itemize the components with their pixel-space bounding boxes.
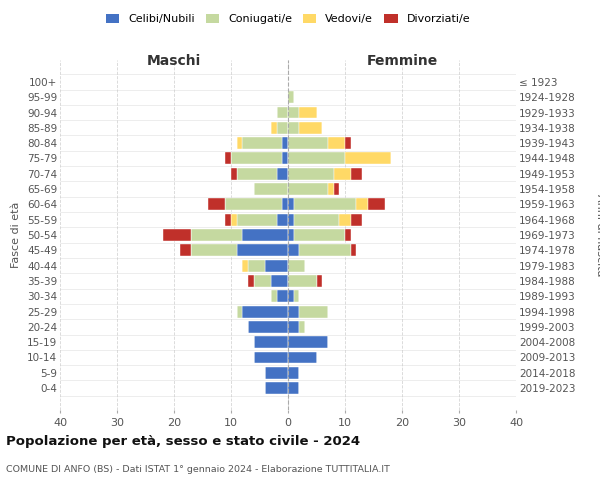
Bar (350, 214, 362, 226)
Bar (265, 382, 288, 394)
Bar (254, 183, 288, 195)
Bar (288, 275, 317, 287)
Bar (328, 137, 345, 149)
Bar (288, 122, 299, 134)
Bar (226, 152, 231, 164)
Bar (288, 152, 345, 164)
Bar (277, 106, 288, 118)
Bar (345, 152, 391, 164)
Text: Femmine: Femmine (367, 54, 437, 68)
Bar (288, 306, 299, 318)
Bar (299, 122, 322, 134)
Bar (242, 137, 283, 149)
Bar (288, 290, 294, 302)
Bar (288, 106, 299, 118)
Bar (288, 321, 299, 333)
Bar (288, 260, 305, 272)
Bar (294, 198, 356, 210)
Bar (208, 198, 226, 210)
Bar (254, 336, 288, 348)
Bar (288, 198, 294, 210)
Bar (294, 229, 345, 241)
Bar (271, 122, 277, 134)
Bar (237, 168, 277, 179)
Bar (288, 214, 294, 226)
Bar (299, 244, 350, 256)
Bar (288, 91, 294, 103)
Bar (277, 122, 288, 134)
Bar (248, 321, 288, 333)
Bar (231, 168, 236, 179)
Bar (294, 214, 340, 226)
Y-axis label: Fasce di età: Fasce di età (11, 202, 22, 268)
Bar (254, 275, 271, 287)
Bar (180, 244, 191, 256)
Bar (231, 152, 283, 164)
Bar (163, 229, 191, 241)
Bar (345, 229, 350, 241)
Bar (345, 137, 350, 149)
Bar (350, 244, 356, 256)
Bar (237, 214, 277, 226)
Bar (271, 290, 277, 302)
Bar (328, 183, 334, 195)
Text: COMUNE DI ANFO (BS) - Dati ISTAT 1° gennaio 2024 - Elaborazione TUTTITALIA.IT: COMUNE DI ANFO (BS) - Dati ISTAT 1° genn… (6, 465, 390, 474)
Bar (283, 152, 288, 164)
Bar (226, 198, 283, 210)
Bar (277, 290, 288, 302)
Y-axis label: Anni di nascita: Anni di nascita (595, 194, 600, 276)
Bar (288, 229, 294, 241)
Bar (254, 352, 288, 364)
Text: Popolazione per età, sesso e stato civile - 2024: Popolazione per età, sesso e stato civil… (6, 435, 360, 448)
Legend: Celibi/Nubili, Coniugati/e, Vedovi/e, Divorziati/e: Celibi/Nubili, Coniugati/e, Vedovi/e, Di… (103, 10, 473, 28)
Bar (242, 306, 288, 318)
Bar (288, 168, 334, 179)
Bar (334, 168, 351, 179)
Bar (288, 382, 299, 394)
Bar (288, 367, 299, 379)
Bar (231, 214, 236, 226)
Bar (350, 168, 362, 179)
Bar (237, 306, 242, 318)
Bar (368, 198, 385, 210)
Bar (191, 244, 236, 256)
Bar (277, 168, 288, 179)
Bar (226, 214, 231, 226)
Bar (265, 367, 288, 379)
Bar (288, 183, 328, 195)
Bar (237, 137, 242, 149)
Bar (277, 214, 288, 226)
Bar (236, 244, 288, 256)
Bar (242, 260, 248, 272)
Bar (265, 260, 288, 272)
Bar (356, 198, 368, 210)
Bar (288, 137, 328, 149)
Bar (340, 214, 350, 226)
Bar (288, 336, 328, 348)
Bar (248, 275, 254, 287)
Bar (299, 106, 317, 118)
Bar (288, 244, 299, 256)
Bar (334, 183, 340, 195)
Bar (283, 137, 288, 149)
Bar (191, 229, 242, 241)
Bar (242, 229, 288, 241)
Bar (317, 275, 322, 287)
Bar (299, 306, 328, 318)
Bar (299, 321, 305, 333)
Bar (271, 275, 288, 287)
Bar (294, 290, 299, 302)
Bar (288, 352, 317, 364)
Bar (283, 198, 288, 210)
Bar (248, 260, 265, 272)
Text: Maschi: Maschi (147, 54, 201, 68)
